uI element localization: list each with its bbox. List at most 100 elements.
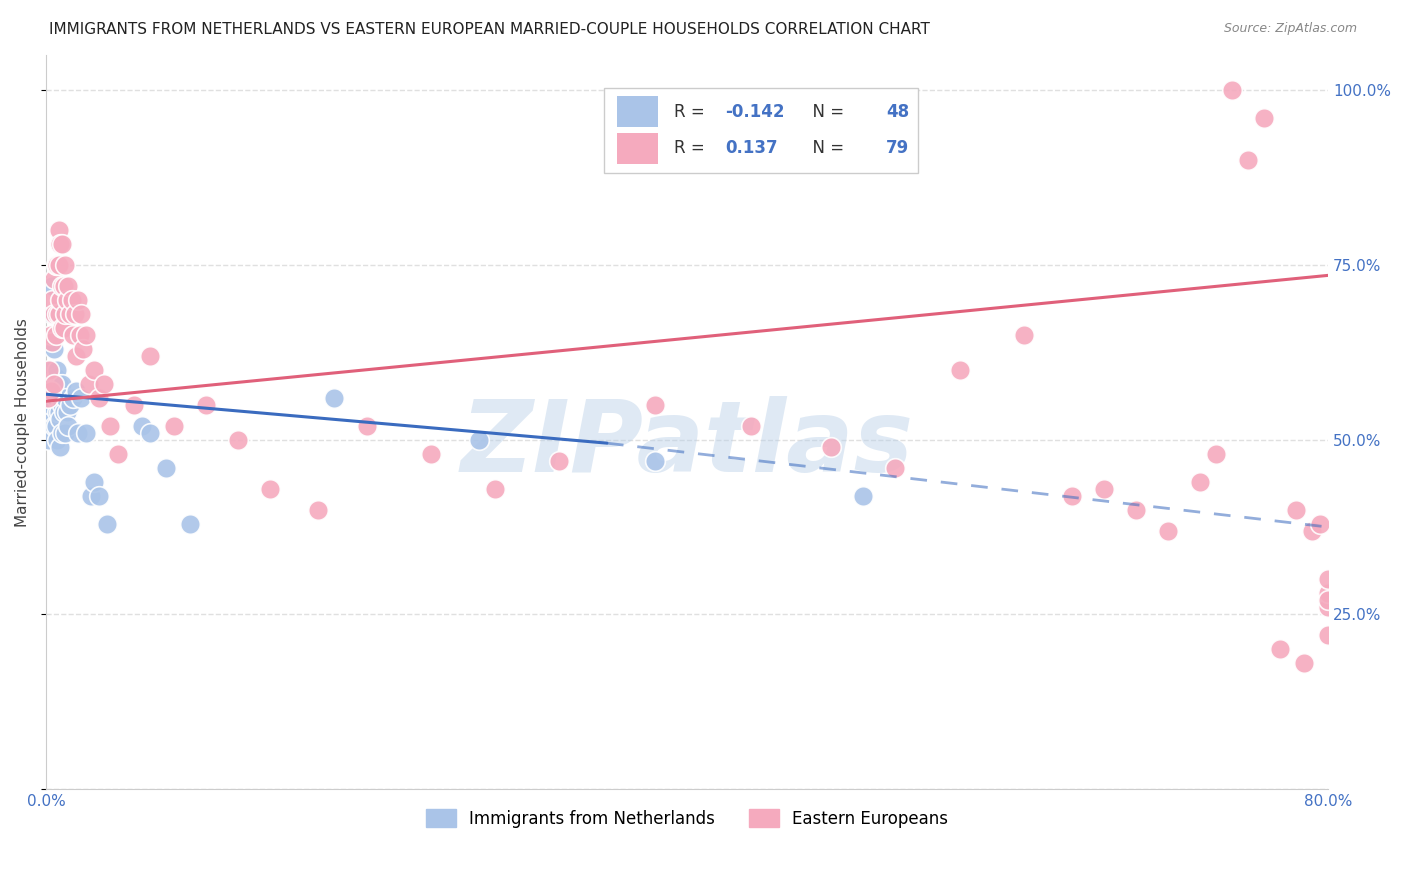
Point: [948, 363, 970, 377]
Point: [52, 278, 75, 293]
Point: [1309, 516, 1331, 531]
Point: [195, 398, 218, 412]
Point: [884, 460, 907, 475]
Point: [46, 405, 69, 419]
Point: [1317, 600, 1340, 615]
Point: [42, 376, 65, 391]
Point: [1012, 327, 1035, 342]
Text: ZIPatlas: ZIPatlas: [461, 396, 914, 492]
Point: [60, 293, 83, 307]
Point: [179, 516, 201, 531]
Point: [42, 307, 65, 321]
Point: [259, 482, 281, 496]
Point: [163, 418, 186, 433]
Point: [72, 342, 94, 356]
Point: [51, 278, 73, 293]
Legend: Immigrants from Netherlands, Eastern Europeans: Immigrants from Netherlands, Eastern Eur…: [418, 801, 956, 836]
Point: [139, 349, 162, 363]
Point: [65, 384, 87, 398]
Point: [1294, 657, 1316, 671]
Point: [75, 327, 97, 342]
Point: [83, 363, 105, 377]
Point: [51, 376, 73, 391]
Point: [53, 307, 76, 321]
Text: N =: N =: [803, 139, 849, 157]
Text: 79: 79: [886, 139, 910, 157]
Point: [1188, 475, 1211, 489]
Point: [62, 391, 84, 405]
Point: [852, 489, 875, 503]
Point: [62, 327, 84, 342]
Point: [49, 391, 72, 405]
FancyBboxPatch shape: [617, 96, 658, 127]
Text: N =: N =: [803, 103, 849, 120]
Point: [59, 307, 82, 321]
Point: [1157, 524, 1180, 538]
Point: [307, 502, 329, 516]
Point: [41, 293, 63, 307]
Point: [644, 398, 666, 412]
Point: [820, 440, 842, 454]
Point: [1317, 586, 1340, 600]
Point: [547, 453, 569, 467]
Point: [1205, 447, 1227, 461]
Point: [66, 425, 89, 440]
FancyBboxPatch shape: [603, 88, 918, 172]
Point: [42, 272, 65, 286]
Point: [93, 376, 115, 391]
Point: [1285, 502, 1308, 516]
Point: [1253, 111, 1275, 125]
Point: [46, 307, 69, 321]
Point: [49, 411, 72, 425]
Text: 48: 48: [886, 103, 908, 120]
Point: [51, 425, 73, 440]
Point: [1060, 489, 1083, 503]
Point: [45, 327, 67, 342]
Point: [87, 489, 110, 503]
Point: [83, 475, 105, 489]
Point: [49, 293, 72, 307]
Point: [1301, 524, 1323, 538]
Point: [46, 384, 69, 398]
Point: [45, 418, 67, 433]
Point: [65, 349, 87, 363]
Point: [45, 391, 67, 405]
Point: [98, 418, 121, 433]
Point: [139, 425, 162, 440]
Point: [58, 418, 80, 433]
Point: [419, 447, 441, 461]
Point: [38, 363, 60, 377]
Text: IMMIGRANTS FROM NETHERLANDS VS EASTERN EUROPEAN MARRIED-COUPLE HOUSEHOLDS CORREL: IMMIGRANTS FROM NETHERLANDS VS EASTERN E…: [49, 22, 931, 37]
Point: [46, 363, 69, 377]
Point: [42, 418, 65, 433]
Point: [52, 320, 75, 334]
Point: [39, 398, 62, 412]
Point: [53, 391, 76, 405]
Point: [484, 482, 506, 496]
Point: [52, 405, 75, 419]
Point: [39, 384, 62, 398]
Text: 0.137: 0.137: [725, 139, 778, 157]
Point: [356, 418, 378, 433]
Point: [87, 391, 110, 405]
Point: [644, 453, 666, 467]
Point: [122, 398, 145, 412]
Point: [155, 460, 177, 475]
Point: [39, 327, 62, 342]
Point: [1220, 83, 1243, 97]
Point: [48, 405, 70, 419]
Point: [69, 327, 91, 342]
Point: [49, 440, 72, 454]
Point: [53, 425, 76, 440]
Point: [75, 425, 97, 440]
Point: [226, 433, 249, 447]
Point: [45, 258, 67, 272]
Point: [42, 376, 65, 391]
Point: [1268, 642, 1291, 657]
Point: [48, 376, 70, 391]
Point: [59, 398, 82, 412]
Point: [48, 258, 70, 272]
Point: [56, 405, 79, 419]
Point: [46, 433, 69, 447]
Point: [48, 307, 70, 321]
